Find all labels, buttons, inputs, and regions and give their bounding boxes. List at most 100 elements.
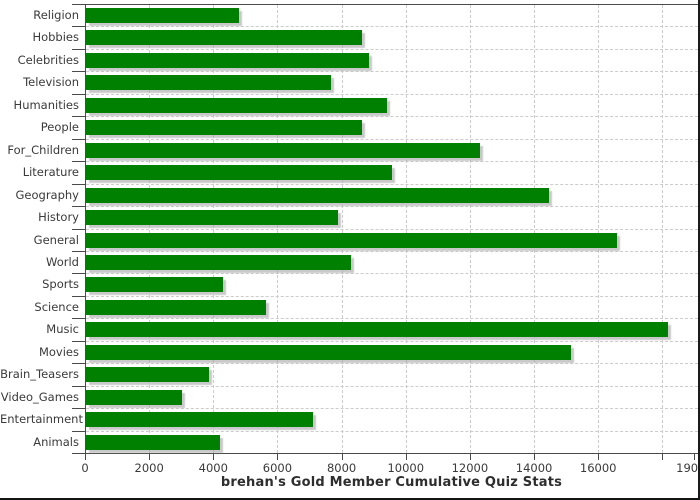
- x-axis-tick: [405, 454, 407, 460]
- gridline-horizontal: [86, 340, 698, 342]
- x-tick-label: 14000: [515, 461, 553, 475]
- x-axis-tick: [277, 454, 279, 460]
- chart-title: brehan's Gold Member Cumulative Quiz Sta…: [220, 475, 563, 490]
- category-label: Television: [23, 75, 79, 90]
- gridline-horizontal: [86, 273, 698, 275]
- bar-hobbies: [86, 30, 362, 46]
- category-label: Music: [46, 322, 79, 337]
- bar-for_children: [86, 142, 480, 158]
- gridline-horizontal: [86, 295, 698, 297]
- x-axis-tick: [598, 454, 600, 460]
- y-axis-tick: [72, 318, 85, 320]
- y-axis-tick: [72, 430, 85, 432]
- bar-animals: [86, 434, 220, 450]
- bar-people: [86, 120, 362, 136]
- y-axis-tick: [72, 48, 85, 50]
- category-label: Religion: [33, 8, 79, 22]
- bar-video_games: [86, 389, 182, 405]
- x-tick-label: 19000: [676, 461, 699, 475]
- y-axis-tick: [72, 363, 85, 365]
- y-axis-tick: [72, 116, 85, 118]
- bar-literature: [86, 165, 392, 181]
- x-tick-label: 0: [81, 461, 89, 475]
- bar-entertainment: [86, 412, 313, 428]
- x-tick-label: 8000: [326, 461, 357, 475]
- x-axis-tick: [149, 454, 151, 460]
- bar-humanities: [86, 97, 387, 113]
- gridline-horizontal: [86, 250, 698, 252]
- y-axis-tick: [72, 183, 85, 185]
- gridline-horizontal: [86, 71, 698, 73]
- bar-celebrities: [86, 52, 369, 68]
- y-axis-tick: [72, 93, 85, 95]
- bar-movies: [86, 344, 571, 360]
- category-label: Humanities: [13, 97, 79, 112]
- bar-history: [86, 210, 338, 226]
- category-label: Sports: [42, 277, 79, 292]
- bar-sports: [86, 277, 223, 293]
- category-label: Video_Games: [0, 389, 79, 404]
- category-label: General: [33, 232, 79, 247]
- category-label: Hobbies: [32, 30, 79, 45]
- gridline-horizontal: [86, 93, 698, 95]
- gridline-horizontal: [86, 206, 698, 208]
- x-axis-tick: [85, 454, 86, 460]
- x-tick-label: 16000: [579, 461, 617, 475]
- plot-outline-top: [85, 4, 698, 5]
- bar-television: [86, 75, 331, 91]
- gridline-horizontal: [86, 318, 698, 320]
- y-axis-tick: [72, 408, 85, 410]
- y-axis-tick: [72, 340, 85, 342]
- x-tick-label: 12000: [451, 461, 489, 475]
- category-label: Literature: [22, 165, 79, 180]
- gridline-horizontal: [86, 161, 698, 163]
- y-axis-tick: [72, 206, 85, 208]
- y-axis-tick: [72, 385, 85, 387]
- y-axis-tick: [72, 26, 85, 28]
- bar-music: [86, 322, 668, 338]
- bar-geography: [86, 187, 549, 203]
- y-axis-tick: [72, 295, 85, 297]
- bar-brain_teasers: [86, 367, 209, 383]
- category-label: Brain_Teasers: [0, 367, 79, 382]
- y-axis-tick: [72, 273, 85, 275]
- bar-general: [86, 232, 617, 248]
- x-axis-tick: [341, 454, 343, 460]
- gridline-horizontal: [86, 116, 698, 118]
- bar-religion: [86, 8, 239, 23]
- y-axis-tick: [72, 71, 85, 73]
- y-axis-tick: [72, 138, 85, 140]
- bar-world: [86, 254, 351, 270]
- category-label: People: [40, 120, 79, 135]
- x-axis-tick: [694, 454, 696, 460]
- category-label: Animals: [33, 434, 79, 449]
- bar-science: [86, 299, 266, 315]
- category-label: Science: [34, 299, 79, 314]
- gridline-horizontal: [86, 408, 698, 410]
- category-label: History: [38, 210, 79, 225]
- category-label: Entertainment: [0, 412, 83, 427]
- x-tick-label: 4000: [198, 461, 228, 475]
- x-tick-label: 10000: [387, 461, 425, 475]
- gridline-horizontal: [86, 363, 698, 365]
- x-axis-tick: [662, 454, 664, 460]
- category-label: Celebrities: [17, 52, 79, 67]
- x-axis-line: [85, 453, 698, 454]
- gridline-horizontal: [86, 183, 698, 185]
- x-axis-tick: [213, 454, 215, 460]
- x-tick-label: 6000: [262, 461, 293, 475]
- y-axis-tick: [72, 250, 85, 252]
- y-axis-tick: [72, 228, 85, 230]
- x-axis-tick: [469, 454, 471, 460]
- y-axis-tick: [72, 453, 85, 454]
- category-label: For_Children: [7, 142, 79, 157]
- gridline-horizontal: [86, 138, 698, 140]
- category-label: Geography: [15, 187, 80, 202]
- x-axis-tick: [534, 454, 536, 460]
- y-axis-tick: [72, 161, 85, 163]
- gridline-horizontal: [86, 228, 698, 230]
- x-tick-label: 2000: [134, 461, 164, 475]
- gridline-horizontal: [86, 26, 698, 28]
- category-label: World: [46, 254, 79, 269]
